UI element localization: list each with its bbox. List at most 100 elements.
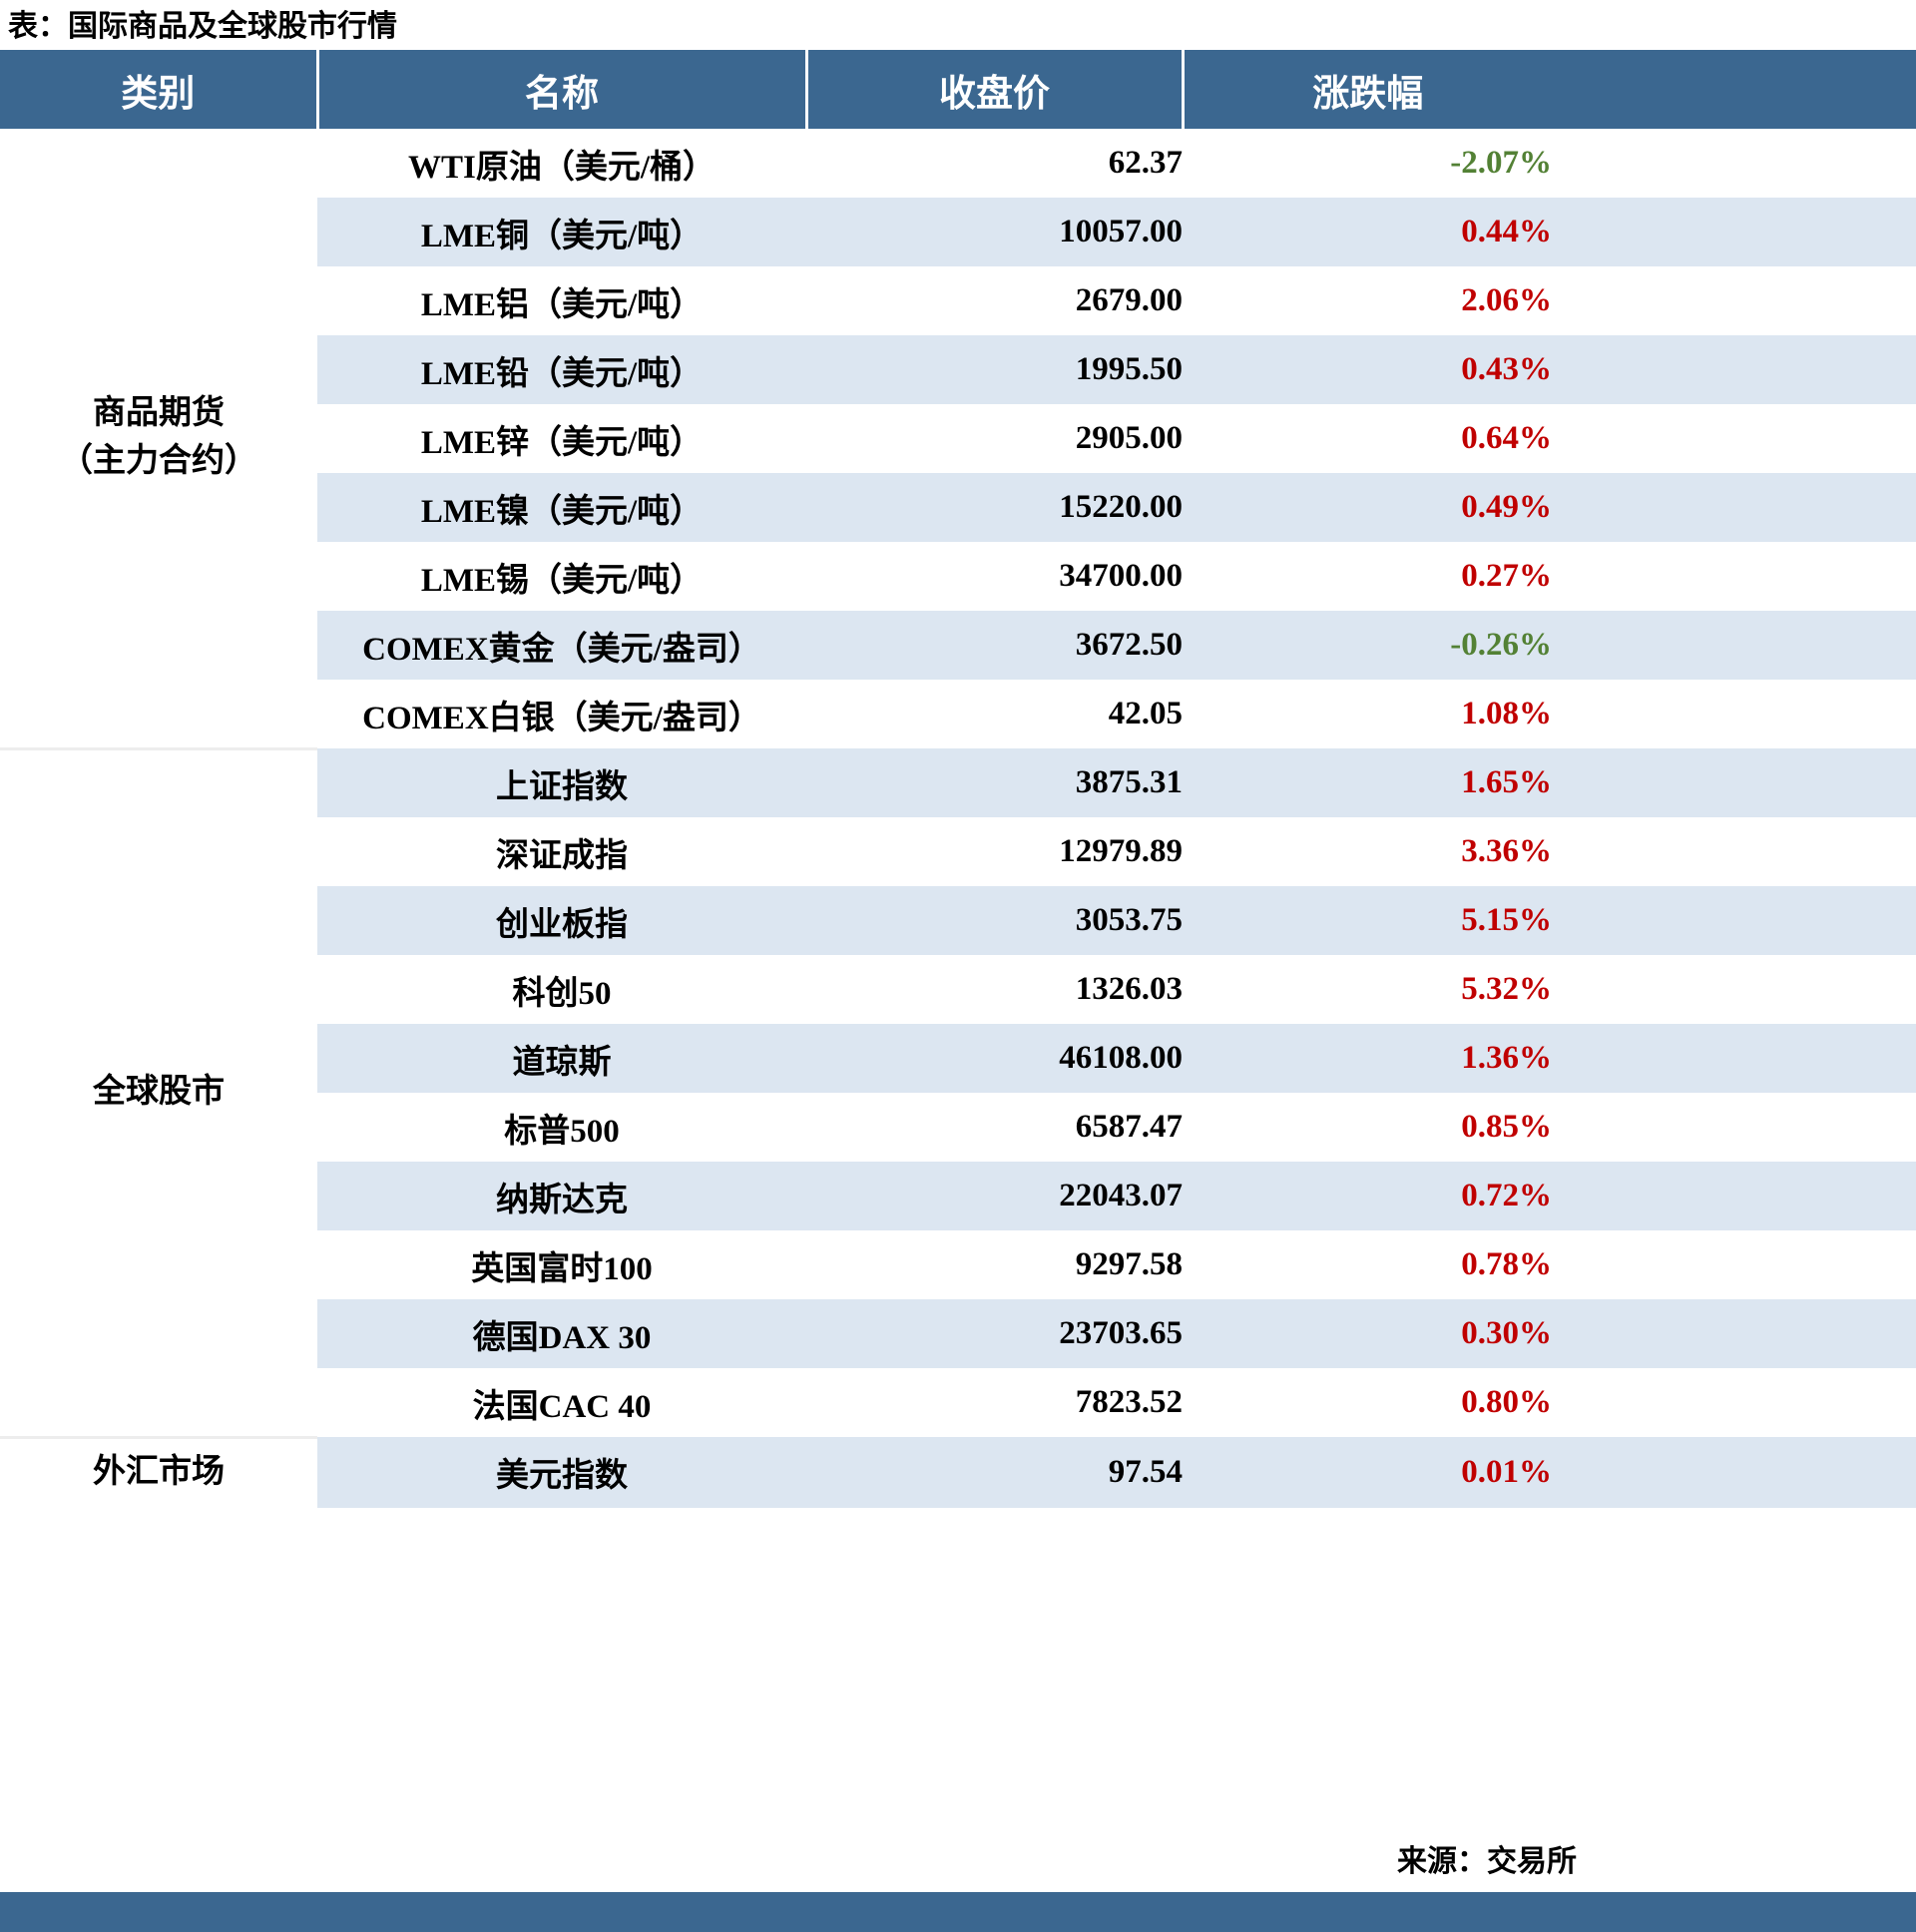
name-cell: 德国DAX 30 [317, 1299, 806, 1368]
close-cell: 46108.00 [806, 1024, 1183, 1093]
name-cell: COMEX黄金（美元/盎司） [317, 611, 806, 680]
table-body: 商品期货 （主力合约） WTI原油（美元/桶） 62.37 -2.07% LME… [0, 129, 1916, 1508]
table-row: 商品期货 （主力合约） WTI原油（美元/桶） 62.37 -2.07% [0, 129, 1916, 748]
close-cell: 97.54 [806, 1437, 1183, 1508]
filler-cell [1552, 817, 1916, 886]
page-title: 表：国际商品及全球股市行情 [8, 10, 397, 43]
market-table: 类别 名称 收盘价 涨跌幅 商品期货 （主力合约） WTI原油（美元/桶） 62… [0, 50, 1916, 1508]
change-cell: 0.44% [1183, 198, 1552, 266]
close-cell: 3053.75 [806, 886, 1183, 955]
change-cell: 1.65% [1183, 748, 1552, 817]
filler-cell [1552, 1437, 1916, 1508]
name-cell: LME铅（美元/吨） [317, 335, 806, 404]
close-cell: 23703.65 [806, 1299, 1183, 1368]
filler-cell [1552, 1024, 1916, 1093]
filler-cell [1552, 473, 1916, 542]
header-name: 名称 [317, 50, 808, 129]
change-cell: 0.43% [1183, 335, 1552, 404]
table-row: 科创50 1326.03 5.32% [0, 955, 1916, 1024]
spacer [0, 1508, 1916, 1837]
close-cell: 34700.00 [1059, 558, 1183, 594]
table-row: 英国富时100 9297.58 0.78% [0, 1230, 1916, 1299]
table-row: 道琼斯 46108.00 1.36% [0, 1024, 1916, 1093]
change-cell: 1.36% [1183, 1024, 1552, 1093]
table-row: 纳斯达克 22043.07 0.72% [0, 1162, 1916, 1230]
name-cell: LME锡（美元/吨） [420, 562, 704, 599]
filler-cell [1552, 542, 1916, 611]
filler-cell [1552, 1093, 1916, 1162]
change-cell: 1.08% [1461, 696, 1552, 731]
change-cell: 0.85% [1461, 1109, 1552, 1145]
close-cell: 2905.00 [1075, 420, 1183, 456]
close-cell: 1326.03 [1075, 971, 1183, 1007]
filler-cell [1552, 680, 1916, 748]
table-row: 深证成指 12979.89 3.36% [0, 817, 1916, 886]
change-cell: 0.72% [1183, 1162, 1552, 1230]
table-row: LME铅（美元/吨） 1995.50 0.43% [0, 335, 1916, 404]
name-cell: 深证成指 [496, 837, 628, 874]
filler-cell [1552, 748, 1916, 817]
name-cell: WTI原油（美元/桶） [407, 149, 717, 186]
name-cell: 标普500 [504, 1113, 620, 1150]
name-cell: COMEX白银（美元/盎司） [362, 700, 761, 736]
table-row: 外汇市场 美元指数 97.54 0.01% [0, 1435, 1916, 1508]
category-cell-global-stocks: 全球股市 [0, 746, 317, 1437]
table-row: LME铝（美元/吨） 2679.00 2.06% [0, 266, 1916, 335]
close-cell: 7823.52 [1075, 1384, 1183, 1420]
name-cell: 纳斯达克 [317, 1162, 806, 1230]
name-cell: 法国CAC 40 [472, 1388, 652, 1425]
table-row: COMEX黄金（美元/盎司） 3672.50 -0.26% [0, 611, 1916, 680]
name-cell: 科创50 [512, 975, 612, 1012]
change-cell: 2.06% [1461, 282, 1552, 318]
table-row: 全球股市 上证指数 3875.31 1.65% [0, 746, 1916, 1437]
change-cell: 0.01% [1183, 1437, 1552, 1508]
filler-cell [1552, 266, 1916, 335]
filler-cell [1552, 886, 1916, 955]
name-cell: LME铝（美元/吨） [420, 286, 704, 323]
header-close: 收盘价 [806, 50, 1185, 129]
name-cell: 美元指数 [317, 1437, 806, 1508]
change-cell: 5.15% [1183, 886, 1552, 955]
table-row: LME镍（美元/吨） 15220.00 0.49% [0, 473, 1916, 542]
close-cell: 3875.31 [806, 748, 1183, 817]
table-row: 法国CAC 40 7823.52 0.80% [0, 1368, 1916, 1437]
close-cell: 15220.00 [806, 473, 1183, 542]
change-cell: 5.32% [1461, 971, 1552, 1007]
filler-cell [1552, 1162, 1916, 1230]
filler-cell [1552, 1368, 1916, 1437]
name-cell: LME铜（美元/吨） [317, 198, 806, 266]
close-cell: 9297.58 [1075, 1246, 1183, 1282]
category-cell-commodities: 商品期货 （主力合约） [0, 129, 317, 748]
filler-cell [1552, 955, 1916, 1024]
table-row: 标普500 6587.47 0.85% [0, 1093, 1916, 1162]
bottom-bar [0, 1892, 1916, 1932]
table-row: 创业板指 3053.75 5.15% [0, 886, 1916, 955]
close-cell: 10057.00 [806, 198, 1183, 266]
close-cell: 3672.50 [806, 611, 1183, 680]
change-cell: -0.26% [1183, 611, 1552, 680]
category-cell-forex: 外汇市场 [0, 1435, 317, 1508]
filler-cell [1552, 335, 1916, 404]
table-row: COMEX白银（美元/盎司） 42.05 1.08% [0, 680, 1916, 748]
name-cell: LME锌（美元/吨） [420, 424, 704, 461]
change-cell: 0.27% [1461, 558, 1552, 594]
name-cell: 创业板指 [317, 886, 806, 955]
close-cell: 42.05 [1108, 696, 1183, 731]
change-cell: 0.78% [1461, 1246, 1552, 1282]
filler-cell [1552, 1299, 1916, 1368]
header-filler [1552, 50, 1916, 129]
filler-cell [1552, 198, 1916, 266]
source-label: 来源：交易所 [1397, 1845, 1577, 1878]
close-cell: 2679.00 [1075, 282, 1183, 318]
table-row: 德国DAX 30 23703.65 0.30% [0, 1299, 1916, 1368]
close-cell: 22043.07 [806, 1162, 1183, 1230]
close-cell: 1995.50 [806, 335, 1183, 404]
table-row: LME铜（美元/吨） 10057.00 0.44% [0, 198, 1916, 266]
table-row: LME锡（美元/吨） 34700.00 0.27% [0, 542, 1916, 611]
table-row: LME锌（美元/吨） 2905.00 0.64% [0, 404, 1916, 473]
name-cell: 英国富时100 [471, 1250, 653, 1287]
change-cell: 3.36% [1461, 833, 1552, 869]
close-cell: 6587.47 [1075, 1109, 1183, 1145]
filler-cell [1552, 129, 1916, 198]
